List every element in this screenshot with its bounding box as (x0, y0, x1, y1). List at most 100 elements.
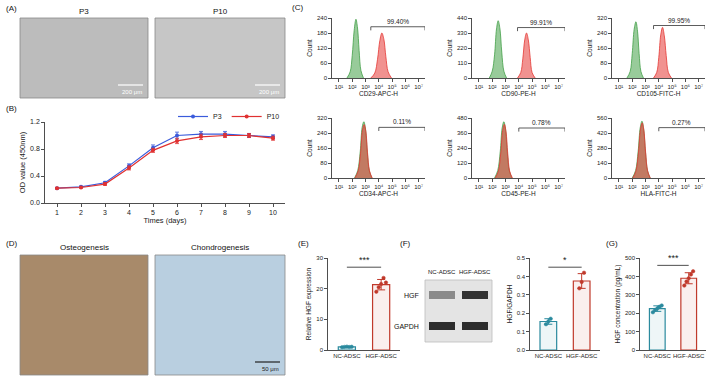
svg-text:10²: 10² (628, 84, 637, 90)
svg-text:10⁶: 10⁶ (541, 184, 551, 190)
svg-text:10⁵: 10⁵ (668, 84, 678, 90)
svg-text:240: 240 (457, 145, 468, 151)
svg-text:200: 200 (625, 310, 636, 316)
svg-text:Osteogenesis: Osteogenesis (60, 243, 109, 252)
svg-text:10⁶: 10⁶ (681, 84, 691, 90)
svg-text:99.40%: 99.40% (387, 18, 409, 25)
svg-text:NC-ADSC: NC-ADSC (535, 353, 563, 359)
svg-text:9: 9 (247, 209, 251, 216)
svg-text:(C): (C) (292, 3, 303, 12)
svg-text:240: 240 (597, 30, 608, 36)
svg-text:10⁷: 10⁷ (554, 184, 563, 190)
svg-text:8: 8 (223, 209, 227, 216)
svg-text:10⁴: 10⁴ (374, 184, 384, 190)
svg-text:P3: P3 (79, 7, 89, 16)
svg-text:560: 560 (597, 115, 608, 121)
svg-text:80: 80 (600, 60, 607, 66)
svg-text:0.2: 0.2 (517, 310, 526, 316)
svg-text:60: 60 (320, 60, 327, 66)
svg-text:10⁵: 10⁵ (668, 184, 678, 190)
svg-text:6: 6 (175, 209, 179, 216)
svg-text:7: 7 (199, 209, 203, 216)
svg-text:10⁷: 10⁷ (694, 184, 703, 190)
svg-text:10⁷: 10⁷ (414, 84, 423, 90)
svg-text:(B): (B) (6, 104, 17, 113)
svg-text:320: 320 (597, 15, 608, 21)
svg-text:10¹: 10¹ (335, 184, 344, 190)
svg-text:10³: 10³ (361, 84, 370, 90)
svg-text:CD90-PE-H: CD90-PE-H (501, 90, 536, 97)
svg-text:Times (days): Times (days) (143, 216, 187, 225)
svg-text:Count: Count (306, 39, 313, 57)
svg-text:200 μm: 200 μm (259, 89, 279, 95)
svg-text:10⁶: 10⁶ (681, 184, 691, 190)
svg-text:0.4: 0.4 (517, 274, 526, 280)
svg-text:Count: Count (586, 39, 593, 57)
svg-text:NC-ADSC: NC-ADSC (333, 353, 361, 359)
svg-text:3: 3 (103, 209, 107, 216)
svg-text:0: 0 (632, 347, 636, 353)
svg-text:Count: Count (446, 139, 453, 157)
svg-text:(D): (D) (6, 239, 17, 248)
svg-text:0.5: 0.5 (517, 255, 526, 261)
svg-text:P10: P10 (267, 113, 280, 120)
svg-text:160: 160 (597, 45, 608, 51)
svg-text:160: 160 (317, 145, 328, 151)
svg-text:0.27%: 0.27% (672, 119, 691, 126)
svg-text:CD45-PE-H: CD45-PE-H (501, 190, 536, 197)
svg-text:10⁷: 10⁷ (554, 84, 563, 90)
svg-text:480: 480 (457, 115, 468, 121)
svg-text:CD105-FITC-H: CD105-FITC-H (637, 90, 681, 97)
svg-text:10⁵: 10⁵ (528, 84, 538, 90)
svg-text:99.95%: 99.95% (668, 17, 690, 24)
svg-text:10¹: 10¹ (475, 84, 484, 90)
svg-text:P10: P10 (213, 7, 228, 16)
svg-text:0.11%: 0.11% (393, 118, 411, 125)
svg-text:10²: 10² (348, 84, 357, 90)
svg-text:10⁴: 10⁴ (514, 84, 524, 90)
svg-text:10¹: 10¹ (615, 84, 624, 90)
svg-text:120: 120 (457, 160, 468, 166)
svg-text:10⁵: 10⁵ (388, 184, 398, 190)
svg-text:2: 2 (79, 209, 83, 216)
svg-text:(G): (G) (606, 239, 618, 248)
svg-text:0.78%: 0.78% (532, 119, 551, 126)
svg-text:0: 0 (604, 75, 608, 81)
svg-text:HGF: HGF (404, 292, 419, 299)
svg-text:*: * (563, 255, 567, 265)
svg-text:10⁶: 10⁶ (401, 184, 411, 190)
svg-text:10³: 10³ (641, 184, 650, 190)
svg-text:140: 140 (597, 160, 608, 166)
svg-text:220: 220 (457, 45, 468, 51)
svg-text:P3: P3 (213, 113, 222, 120)
svg-text:(F): (F) (400, 239, 411, 248)
svg-text:100: 100 (625, 329, 636, 335)
svg-text:0.1: 0.1 (517, 329, 526, 335)
svg-text:10⁵: 10⁵ (528, 184, 538, 190)
svg-text:200 μm: 200 μm (122, 89, 142, 95)
svg-text:10³: 10³ (641, 84, 650, 90)
svg-text:Chondrogenesis: Chondrogenesis (191, 243, 249, 252)
svg-text:***: *** (359, 255, 370, 265)
svg-text:10³: 10³ (361, 184, 370, 190)
svg-text:10²: 10² (488, 184, 497, 190)
svg-text:(A): (A) (6, 4, 17, 13)
svg-text:110: 110 (457, 60, 467, 66)
svg-text:10²: 10² (628, 184, 637, 190)
svg-text:240: 240 (317, 15, 328, 21)
svg-text:Count: Count (306, 139, 313, 157)
svg-text:0: 0 (464, 75, 468, 81)
svg-text:HGF-ADSC: HGF-ADSC (673, 353, 705, 359)
svg-text:NC-ADSC: NC-ADSC (428, 269, 456, 275)
svg-text:10²: 10² (488, 84, 497, 90)
svg-text:50 μm: 50 μm (262, 366, 279, 372)
svg-text:440: 440 (457, 15, 468, 21)
svg-text:0: 0 (320, 347, 324, 353)
svg-text:10⁷: 10⁷ (414, 184, 423, 190)
svg-text:CD29-APC-H: CD29-APC-H (359, 90, 398, 97)
svg-text:GAPDH: GAPDH (394, 323, 419, 330)
svg-text:420: 420 (597, 130, 608, 136)
svg-text:4: 4 (127, 209, 131, 216)
svg-text:0.3: 0.3 (517, 292, 526, 298)
svg-text:Count: Count (586, 139, 593, 157)
